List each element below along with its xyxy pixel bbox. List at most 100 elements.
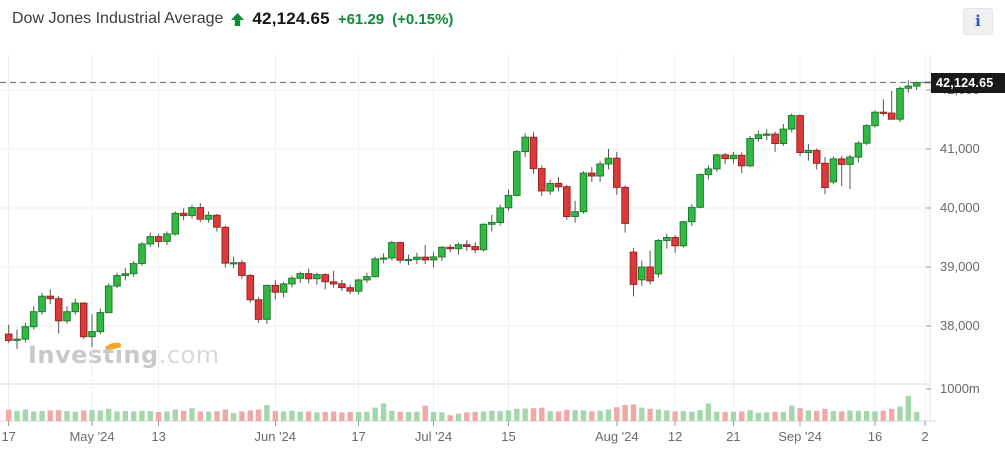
volume-bar[interactable]: [197, 411, 203, 421]
volume-bar[interactable]: [680, 411, 687, 421]
candle[interactable]: [113, 272, 121, 289]
volume-bar[interactable]: [230, 413, 237, 421]
candle[interactable]: [354, 278, 363, 295]
volume-bar[interactable]: [805, 410, 812, 421]
volume-bar[interactable]: [439, 412, 445, 421]
volume-bar[interactable]: [714, 411, 720, 421]
volume-bar[interactable]: [464, 412, 470, 421]
candle[interactable]: [771, 131, 779, 152]
volume-bar[interactable]: [122, 411, 128, 421]
volume-bar[interactable]: [305, 411, 312, 421]
candle[interactable]: [804, 144, 813, 161]
volume-bar[interactable]: [47, 410, 53, 421]
candle[interactable]: [163, 231, 171, 246]
volume-bar[interactable]: [330, 411, 337, 421]
candle[interactable]: [421, 245, 429, 264]
volume-bar[interactable]: [539, 407, 545, 421]
volume-bar[interactable]: [622, 405, 628, 421]
volume-bar[interactable]: [530, 408, 537, 421]
candle[interactable]: [571, 200, 579, 223]
volume-bar[interactable]: [372, 407, 378, 421]
volume-bar[interactable]: [297, 411, 303, 421]
volume-bar[interactable]: [239, 411, 245, 421]
candle[interactable]: [263, 284, 271, 325]
volume-bar[interactable]: [81, 410, 87, 421]
candle[interactable]: [229, 256, 238, 268]
volume-bar[interactable]: [414, 411, 420, 421]
candle[interactable]: [63, 306, 71, 324]
candle[interactable]: [912, 81, 921, 90]
candle[interactable]: [296, 271, 304, 283]
candle[interactable]: [638, 260, 646, 286]
candle[interactable]: [862, 124, 871, 146]
volume-bar[interactable]: [847, 410, 853, 421]
volume-bar[interactable]: [222, 409, 228, 422]
volume-bar[interactable]: [855, 410, 862, 421]
candle[interactable]: [696, 173, 704, 209]
candle[interactable]: [138, 242, 146, 266]
volume-bar[interactable]: [280, 411, 287, 421]
volume-bar[interactable]: [572, 410, 578, 421]
volume-bar[interactable]: [564, 409, 570, 421]
candle[interactable]: [279, 282, 288, 298]
volume-bar[interactable]: [614, 407, 620, 421]
candle[interactable]: [179, 208, 188, 221]
volume-bar[interactable]: [489, 410, 495, 421]
candle[interactable]: [887, 91, 896, 120]
volume-bar[interactable]: [497, 411, 503, 421]
candle[interactable]: [729, 151, 738, 164]
volume-bar[interactable]: [6, 409, 12, 421]
volume-bar[interactable]: [522, 408, 528, 422]
volume-bar[interactable]: [131, 411, 137, 421]
volume-bar[interactable]: [822, 408, 828, 421]
candle[interactable]: [454, 242, 463, 255]
volume-bar[interactable]: [347, 412, 353, 421]
volume-bar[interactable]: [797, 408, 803, 421]
candle[interactable]: [604, 148, 613, 170]
candle[interactable]: [896, 86, 904, 123]
candle[interactable]: [671, 235, 679, 253]
candle[interactable]: [121, 268, 130, 281]
candle[interactable]: [388, 240, 396, 261]
candle[interactable]: [71, 298, 80, 315]
candle[interactable]: [546, 179, 555, 195]
volume-bar[interactable]: [580, 410, 587, 421]
volume-bar[interactable]: [664, 410, 670, 421]
volume-bar[interactable]: [405, 412, 412, 421]
candle[interactable]: [854, 141, 863, 163]
candle[interactable]: [521, 133, 530, 158]
volume-bar[interactable]: [172, 409, 178, 422]
volume-bar[interactable]: [872, 411, 878, 421]
volume-bar[interactable]: [705, 403, 712, 421]
candle[interactable]: [654, 239, 663, 278]
volume-bar[interactable]: [764, 412, 770, 421]
candle[interactable]: [588, 167, 596, 182]
volume-bar[interactable]: [355, 412, 362, 421]
candle[interactable]: [188, 204, 196, 219]
volume-bar[interactable]: [264, 405, 270, 421]
candle[interactable]: [54, 295, 63, 334]
volume-bar[interactable]: [147, 411, 153, 421]
candle[interactable]: [363, 272, 371, 283]
volume-bar[interactable]: [814, 410, 820, 421]
volume-bar[interactable]: [106, 408, 112, 421]
candle[interactable]: [704, 165, 713, 180]
candle[interactable]: [746, 135, 754, 168]
volume-bar[interactable]: [397, 411, 403, 421]
candle[interactable]: [288, 275, 296, 288]
candle[interactable]: [371, 256, 379, 278]
volume-bar[interactable]: [247, 410, 253, 421]
volume-bar[interactable]: [739, 411, 745, 421]
volume-bar[interactable]: [31, 411, 37, 421]
volume-bar[interactable]: [839, 411, 845, 421]
candle[interactable]: [821, 157, 829, 195]
volume-bar[interactable]: [364, 411, 370, 421]
volume-bar[interactable]: [880, 410, 886, 421]
candle[interactable]: [513, 150, 521, 197]
candle[interactable]: [104, 283, 113, 314]
candle[interactable]: [438, 246, 446, 261]
time-axis[interactable]: 17 May '24 13 Jun '24 17 Jul '24 15 Aug '24 12 21…: [0, 426, 936, 448]
volume-bar[interactable]: [605, 409, 612, 422]
volume-bar[interactable]: [864, 411, 870, 421]
candle[interactable]: [196, 203, 205, 222]
